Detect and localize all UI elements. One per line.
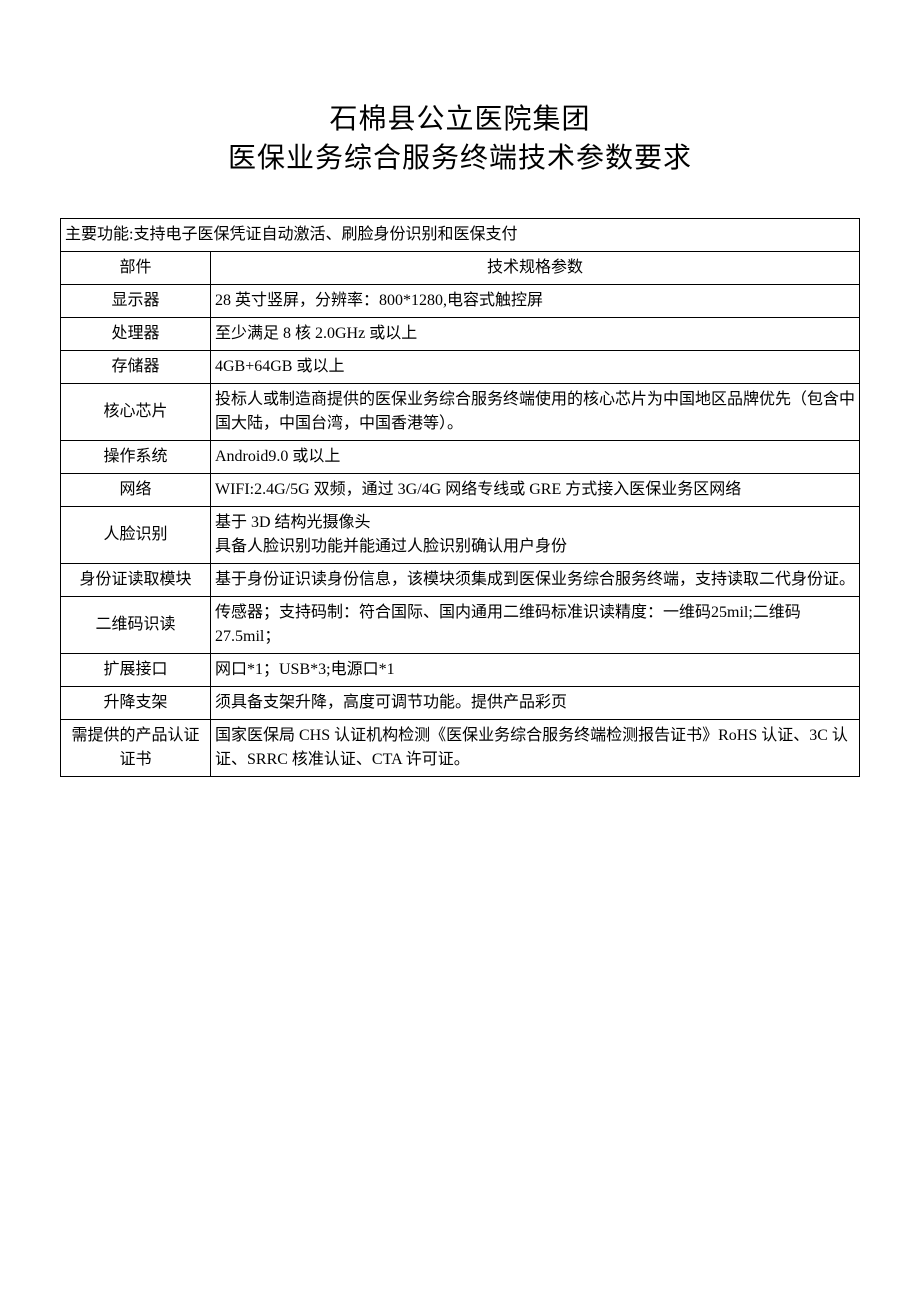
part-cell: 显示器 [61, 285, 211, 318]
spec-cell: 须具备支架升降，高度可调节功能。提供产品彩页 [211, 687, 860, 720]
table-row: 二维码识读 传感器；支持码制：符合国际、国内通用二维码标准识读精度：一维码25m… [61, 597, 860, 654]
part-cell: 核心芯片 [61, 384, 211, 441]
header-part: 部件 [61, 252, 211, 285]
spec-cell: 网口*1；USB*3;电源口*1 [211, 654, 860, 687]
table-row: 处理器 至少满足 8 核 2.0GHz 或以上 [61, 318, 860, 351]
header-row: 部件 技术规格参数 [61, 252, 860, 285]
spec-cell: 国家医保局 CHS 认证机构检测《医保业务综合服务终端检测报告证书》RoHS 认… [211, 720, 860, 777]
part-cell: 存储器 [61, 351, 211, 384]
part-cell: 人脸识别 [61, 507, 211, 564]
header-spec: 技术规格参数 [211, 252, 860, 285]
spec-cell: 传感器；支持码制：符合国际、国内通用二维码标准识读精度：一维码25mil;二维码… [211, 597, 860, 654]
table-row: 网络 WIFI:2.4G/5G 双频，通过 3G/4G 网络专线或 GRE 方式… [61, 474, 860, 507]
table-row: 扩展接口 网口*1；USB*3;电源口*1 [61, 654, 860, 687]
part-cell: 升降支架 [61, 687, 211, 720]
document-title: 石棉县公立医院集团 医保业务综合服务终端技术参数要求 [60, 100, 860, 178]
spec-cell: 28 英寸竖屏，分辨率：800*1280,电容式触控屏 [211, 285, 860, 318]
spec-cell: WIFI:2.4G/5G 双频，通过 3G/4G 网络专线或 GRE 方式接入医… [211, 474, 860, 507]
part-cell: 需提供的产品认证证书 [61, 720, 211, 777]
spec-cell: Android9.0 或以上 [211, 441, 860, 474]
caption-row: 主要功能:支持电子医保凭证自动激活、刷脸身份识别和医保支付 [61, 219, 860, 252]
table-row: 人脸识别 基于 3D 结构光摄像头具备人脸识别功能并能通过人脸识别确认用户身份 [61, 507, 860, 564]
spec-table: 主要功能:支持电子医保凭证自动激活、刷脸身份识别和医保支付 部件 技术规格参数 … [60, 218, 860, 777]
table-row: 核心芯片 投标人或制造商提供的医保业务综合服务终端使用的核心芯片为中国地区品牌优… [61, 384, 860, 441]
table-row: 需提供的产品认证证书 国家医保局 CHS 认证机构检测《医保业务综合服务终端检测… [61, 720, 860, 777]
part-cell: 二维码识读 [61, 597, 211, 654]
spec-cell: 4GB+64GB 或以上 [211, 351, 860, 384]
table-caption: 主要功能:支持电子医保凭证自动激活、刷脸身份识别和医保支付 [61, 219, 860, 252]
spec-cell: 基于身份证识读身份信息，该模块须集成到医保业务综合服务终端，支持读取二代身份证。 [211, 564, 860, 597]
part-cell: 扩展接口 [61, 654, 211, 687]
table-row: 身份证读取模块 基于身份证识读身份信息，该模块须集成到医保业务综合服务终端，支持… [61, 564, 860, 597]
table-row: 操作系统 Android9.0 或以上 [61, 441, 860, 474]
title-line-2: 医保业务综合服务终端技术参数要求 [60, 139, 860, 178]
spec-cell: 基于 3D 结构光摄像头具备人脸识别功能并能通过人脸识别确认用户身份 [211, 507, 860, 564]
table-row: 显示器 28 英寸竖屏，分辨率：800*1280,电容式触控屏 [61, 285, 860, 318]
table-row: 存储器 4GB+64GB 或以上 [61, 351, 860, 384]
part-cell: 身份证读取模块 [61, 564, 211, 597]
part-cell: 网络 [61, 474, 211, 507]
title-line-1: 石棉县公立医院集团 [60, 100, 860, 139]
part-cell: 处理器 [61, 318, 211, 351]
spec-cell: 至少满足 8 核 2.0GHz 或以上 [211, 318, 860, 351]
part-cell: 操作系统 [61, 441, 211, 474]
spec-cell: 投标人或制造商提供的医保业务综合服务终端使用的核心芯片为中国地区品牌优先（包含中… [211, 384, 860, 441]
table-row: 升降支架 须具备支架升降，高度可调节功能。提供产品彩页 [61, 687, 860, 720]
